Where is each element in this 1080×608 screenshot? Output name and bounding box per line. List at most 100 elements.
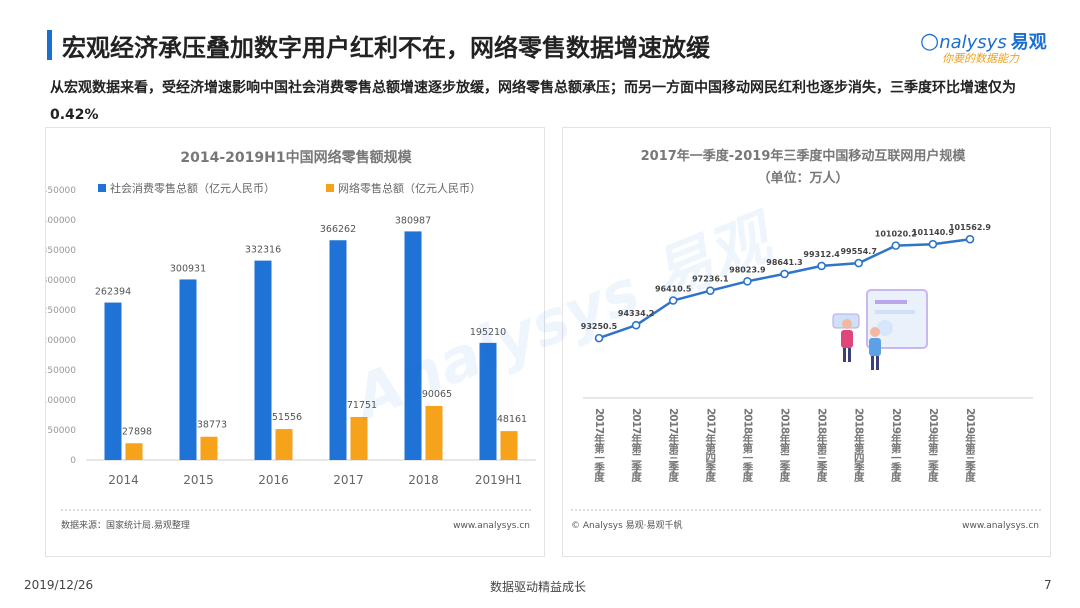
footer-date: 2019/12/26 bbox=[24, 578, 94, 592]
bar-social-retail bbox=[254, 260, 272, 460]
y-tick-label: 150000 bbox=[46, 366, 76, 376]
x-tick-label: 2018年第二季度 bbox=[779, 408, 791, 482]
data-label: 48161 bbox=[497, 414, 527, 425]
x-tick-label: 2019年第一季度 bbox=[890, 408, 902, 482]
x-tick-label: 2019H1 bbox=[475, 473, 522, 487]
legend-swatch bbox=[98, 184, 106, 192]
data-point bbox=[743, 276, 752, 286]
data-label: 99554.7 bbox=[840, 247, 876, 256]
data-point bbox=[668, 296, 678, 305]
x-tick-label: 2018 bbox=[408, 473, 439, 487]
x-tick-label: 2015 bbox=[183, 473, 214, 487]
title-accent-bar bbox=[47, 30, 52, 60]
data-label: 90065 bbox=[422, 389, 452, 400]
data-label: 94334.2 bbox=[618, 309, 654, 318]
y-tick-label: 350000 bbox=[46, 246, 76, 256]
y-tick-label: 400000 bbox=[46, 216, 76, 226]
bar-online-retail bbox=[200, 436, 218, 460]
bar-social-retail bbox=[479, 342, 497, 460]
bar-online-retail bbox=[425, 405, 443, 460]
x-tick-label: 2017年第四季度 bbox=[704, 408, 716, 482]
y-tick-label: 450000 bbox=[46, 186, 76, 196]
source-site: www.analysys.cn bbox=[453, 521, 530, 531]
data-point bbox=[965, 234, 975, 244]
chart-title: 2014-2019H1中国网络零售额规模 bbox=[180, 149, 412, 166]
logo-text: nalysys bbox=[939, 32, 1007, 53]
data-point bbox=[854, 258, 864, 268]
people-illustration bbox=[832, 289, 928, 370]
data-label: 38773 bbox=[197, 420, 227, 431]
data-label: 101562.9 bbox=[949, 223, 991, 232]
x-tick-label: 2018年第三季度 bbox=[816, 408, 828, 482]
data-label: 98641.3 bbox=[766, 258, 802, 267]
data-point bbox=[928, 239, 938, 249]
chart-title: 2017年一季度-2019年三季度中国移动互联网用户规模 bbox=[641, 148, 967, 164]
retail-chart-panel: 2014-2019H1中国网络零售额规模社会消费零售总额（亿元人民币） 网络零售总… bbox=[45, 127, 545, 557]
footer-slogan: 数据驱动精益成长 bbox=[490, 580, 587, 594]
source-note: 数据来源：国家统计局.易观整理 bbox=[61, 519, 190, 531]
bar-social-retail bbox=[329, 240, 347, 460]
data-label: 51556 bbox=[272, 412, 302, 423]
legend-swatch bbox=[326, 184, 334, 192]
data-label: 71751 bbox=[347, 400, 377, 411]
bar-online-retail bbox=[350, 416, 368, 460]
data-point bbox=[891, 241, 901, 250]
logo-slogan: 你要的数据能力 bbox=[942, 52, 1019, 65]
y-tick-label: 0 bbox=[70, 456, 76, 466]
bar-social-retail bbox=[179, 279, 197, 460]
x-tick-label: 2017 bbox=[333, 473, 364, 487]
x-tick-label: 2019年第二季度 bbox=[927, 408, 939, 482]
legend-label: 网络零售总额（亿元人民币） bbox=[338, 181, 481, 195]
legend-label: 社会消费零售总额（亿元人民币） bbox=[110, 181, 275, 195]
data-label: 97236.1 bbox=[692, 275, 729, 284]
x-tick-label: 2018年第一季度 bbox=[741, 408, 753, 482]
x-tick-label: 2017年第一季度 bbox=[593, 408, 605, 482]
x-tick-label: 2017年第三季度 bbox=[667, 408, 679, 482]
data-point bbox=[594, 333, 604, 343]
x-tick-label: 2017年第二季度 bbox=[630, 408, 642, 482]
logo-wordmark: ○nalysys 易观 bbox=[920, 29, 1047, 54]
source-site: www.analysys.cn bbox=[962, 521, 1039, 531]
data-point bbox=[780, 269, 789, 279]
data-point bbox=[631, 320, 641, 330]
data-label: 366262 bbox=[320, 224, 356, 235]
data-label: 27898 bbox=[122, 426, 152, 437]
data-label: 101140.9 bbox=[912, 228, 954, 237]
x-tick-label: 2016 bbox=[258, 473, 289, 487]
mobile-users-line-chart: 2017年一季度-2019年三季度中国移动互联网用户规模 （单位：万人） 93250… bbox=[571, 148, 1041, 531]
bar-online-retail bbox=[500, 431, 518, 460]
data-label: 93250.5 bbox=[581, 322, 618, 331]
data-label: 96410.5 bbox=[655, 284, 692, 293]
data-label: 380987 bbox=[395, 215, 431, 226]
data-label: 332316 bbox=[245, 245, 281, 256]
y-tick-label: 300000 bbox=[46, 276, 76, 286]
bar-online-retail bbox=[125, 443, 143, 460]
data-point bbox=[817, 261, 826, 271]
data-label: 300931 bbox=[170, 263, 206, 274]
analysys-logo: ○nalysys 易观 你要的数据能力 bbox=[920, 26, 1055, 70]
x-tick-label: 2018年第四季度 bbox=[853, 408, 865, 482]
data-point bbox=[706, 286, 715, 295]
y-tick-label: 250000 bbox=[46, 306, 76, 316]
chart-subtitle: （单位：万人） bbox=[757, 170, 848, 186]
data-label: 99312.4 bbox=[803, 250, 840, 259]
source-note: © Analysys 易观·易观千帆 bbox=[571, 519, 683, 531]
y-tick-label: 50000 bbox=[47, 426, 76, 436]
page-number: 7 bbox=[1044, 578, 1052, 592]
bar-social-retail bbox=[104, 302, 122, 460]
y-tick-label: 200000 bbox=[46, 336, 76, 346]
x-tick-label: 2019年第三季度 bbox=[964, 408, 976, 482]
page-title: 宏观经济承压叠加数字用户红利不在，网络零售数据增速放缓 bbox=[62, 34, 710, 62]
x-tick-label: 2014 bbox=[108, 473, 139, 487]
data-label: 195210 bbox=[470, 327, 506, 338]
bar-online-retail bbox=[275, 429, 293, 460]
data-label: 101020.2 bbox=[875, 230, 917, 239]
data-label: 262394 bbox=[95, 287, 131, 298]
page-subtitle: 从宏观数据来看，受经济增速影响中国社会消费零售总额增速逐步放缓，网络零售总额承压… bbox=[50, 80, 1016, 123]
mobile-users-chart-panel: 2017年一季度-2019年三季度中国移动互联网用户规模 （单位：万人） 93250… bbox=[562, 127, 1051, 557]
logo-brand: 易观 bbox=[1010, 32, 1047, 53]
bar-social-retail bbox=[404, 231, 422, 460]
y-tick-label: 100000 bbox=[46, 396, 76, 406]
data-label: 98023.9 bbox=[729, 265, 766, 274]
